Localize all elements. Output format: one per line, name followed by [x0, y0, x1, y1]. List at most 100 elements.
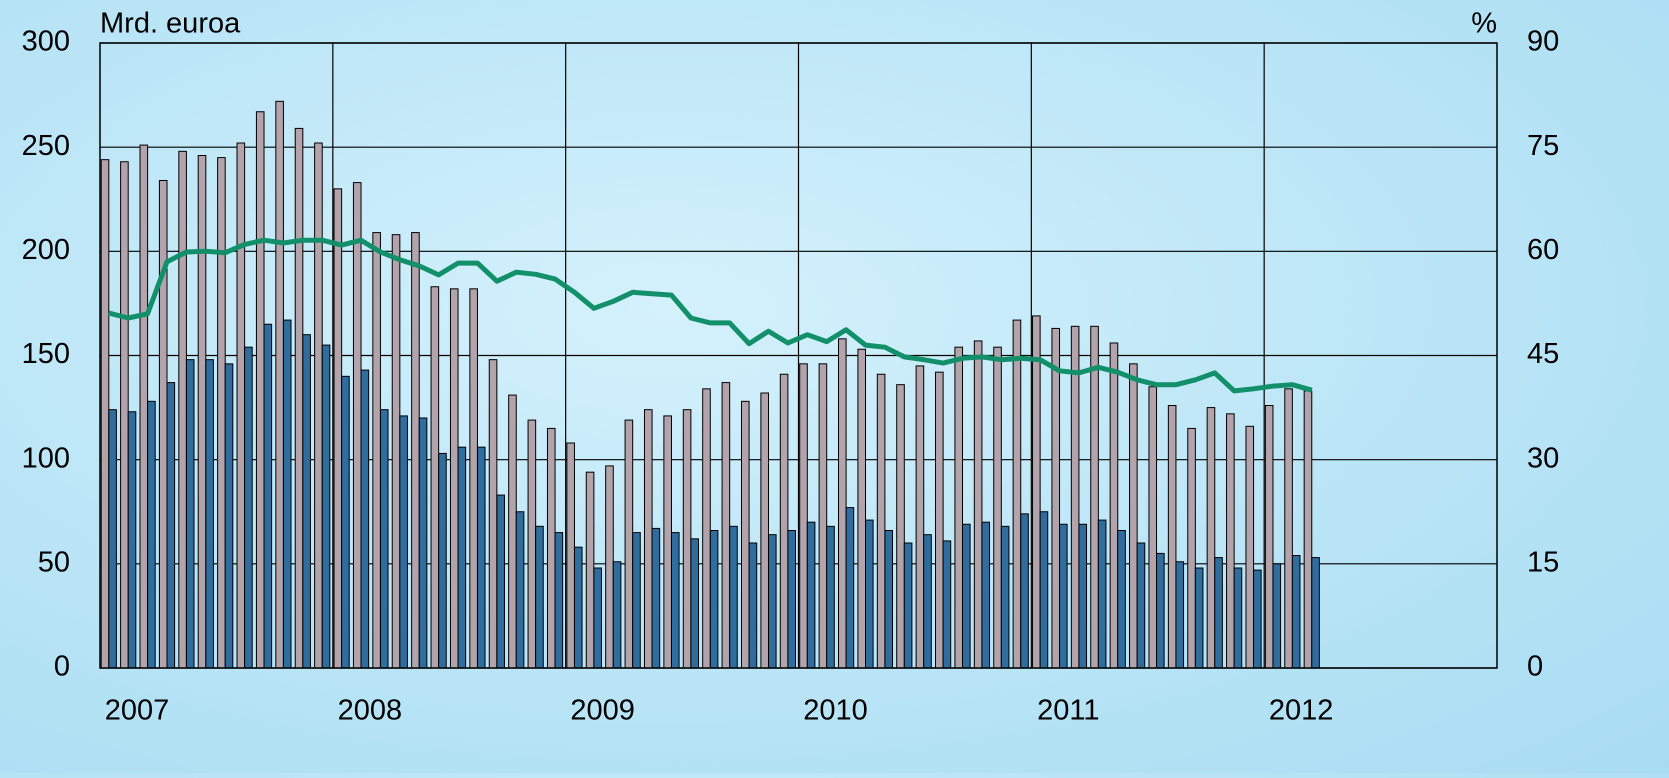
y2-tick-label: 75 [1527, 130, 1559, 162]
bar [255, 111, 265, 669]
bar [884, 530, 894, 669]
bar [799, 363, 808, 669]
bar [185, 359, 195, 669]
bar [942, 540, 952, 669]
plot-frame [99, 42, 1498, 669]
bar [457, 446, 467, 669]
bar [527, 419, 537, 669]
y-tick-label: 250 [22, 130, 70, 162]
bar [981, 521, 991, 669]
bar [857, 348, 867, 669]
bar [224, 363, 234, 669]
bar [430, 286, 440, 669]
bar [554, 532, 564, 669]
bar [217, 157, 226, 669]
y2-tick-label: 60 [1527, 234, 1559, 266]
x-tick-label: 2010 [803, 695, 868, 727]
y2-tick-label: 45 [1527, 338, 1559, 370]
bar [341, 375, 350, 669]
bar [488, 359, 498, 669]
bar [333, 188, 343, 669]
y-tick-label: 150 [22, 338, 70, 370]
x-tick-label: 2012 [1269, 695, 1334, 727]
bar [1109, 342, 1119, 669]
bar [147, 400, 156, 669]
bar [1311, 557, 1320, 669]
bar [1070, 325, 1080, 669]
bar [670, 532, 680, 669]
y-tick-label: 100 [22, 442, 70, 474]
bar [508, 394, 517, 669]
bar [845, 507, 855, 669]
bar [1194, 567, 1204, 669]
bar [1059, 523, 1068, 669]
bar [760, 392, 769, 669]
bar [806, 521, 816, 669]
bar [1187, 427, 1196, 669]
bar [767, 534, 777, 669]
bar [244, 346, 253, 669]
bar [282, 319, 292, 669]
bar [682, 409, 692, 669]
bar [1272, 563, 1282, 669]
y2-unit-label: % [1471, 8, 1497, 40]
bar [108, 409, 117, 669]
bar [120, 161, 129, 669]
bar [935, 371, 944, 669]
bar [1284, 388, 1293, 669]
bar [702, 388, 711, 669]
bar [1012, 319, 1022, 669]
bar [391, 234, 401, 669]
bar [1206, 407, 1216, 669]
bar [876, 373, 886, 669]
bar [139, 144, 149, 669]
x-tick-label: 2011 [1037, 695, 1099, 727]
x-tick-label: 2007 [105, 695, 170, 727]
bar [100, 159, 110, 669]
bar [469, 288, 478, 669]
bar [321, 344, 331, 669]
bar [496, 494, 505, 669]
bar [612, 561, 622, 669]
bar [690, 538, 699, 669]
bar [360, 369, 370, 669]
bar [624, 419, 634, 669]
bar [787, 530, 796, 669]
y2-tick-label: 90 [1527, 26, 1559, 58]
bar [158, 180, 168, 669]
x-tick-label: 2009 [570, 695, 635, 727]
bar [1097, 519, 1107, 669]
bar [865, 519, 874, 669]
y2-tick-label: 0 [1527, 651, 1543, 683]
bar [294, 127, 304, 669]
bar [605, 465, 614, 669]
bar [573, 546, 583, 669]
bar [632, 532, 641, 669]
bar [748, 542, 758, 669]
bar [352, 182, 362, 669]
bar [205, 359, 214, 669]
y2-tick-label: 30 [1527, 442, 1559, 474]
bar [663, 415, 672, 669]
bar [1253, 569, 1262, 669]
bar [535, 525, 544, 669]
bar [566, 442, 575, 669]
bar [399, 415, 408, 669]
bar [1245, 425, 1255, 669]
y2-tick-label: 15 [1527, 546, 1559, 578]
bar [546, 427, 556, 669]
bar [166, 382, 176, 669]
bar [1214, 557, 1223, 669]
bar [1303, 390, 1313, 669]
bar [1291, 555, 1301, 669]
bar [1090, 325, 1099, 669]
bar [1167, 405, 1177, 669]
bar [515, 511, 525, 669]
y-tick-label: 200 [22, 234, 70, 266]
bar [1129, 363, 1138, 669]
bar [1000, 525, 1010, 669]
line [108, 237, 1313, 394]
y-tick-label: 300 [22, 26, 70, 58]
bar [1156, 552, 1165, 669]
